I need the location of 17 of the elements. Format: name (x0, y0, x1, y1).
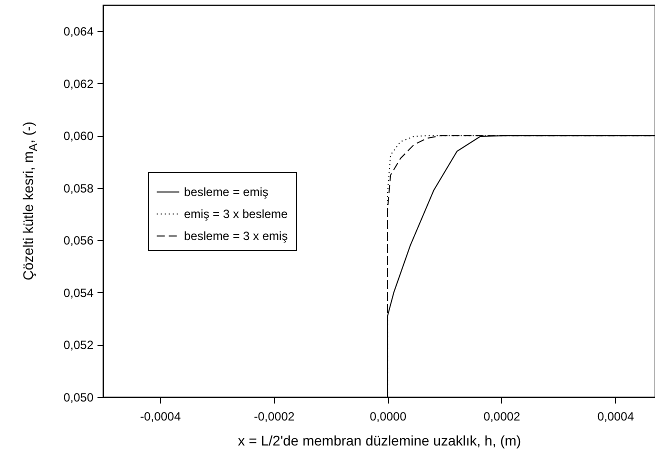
y-tick-label: 0,060 (63, 129, 94, 144)
y-tick-label: 0,054 (63, 286, 94, 300)
y-tick-label: 0,050 (63, 390, 94, 404)
x-tick-label: 0,0004 (597, 410, 634, 424)
x-tick-label: -0,0002 (254, 410, 295, 424)
y-tick-label: 0,052 (63, 338, 94, 352)
y-tick-label: 0,056 (63, 234, 94, 248)
x-tick-label: -0,0004 (140, 410, 182, 424)
x-tick-label: 0,0000 (370, 410, 407, 424)
y-tick-label: 0,062 (63, 76, 94, 91)
legend-label: besleme = 3 x emiş (184, 229, 288, 243)
x-axis-title: x = L/2'de membran düzlemine uzaklık, h, (m) (238, 432, 522, 448)
legend-label: emiş = 3 x besleme (184, 207, 288, 221)
y-tick-label: 0,064 (63, 24, 94, 39)
x-tick-label: 0,0002 (484, 410, 521, 424)
legend-label: besleme = emiş (184, 185, 268, 199)
y-tick-label: 0,058 (63, 181, 94, 196)
